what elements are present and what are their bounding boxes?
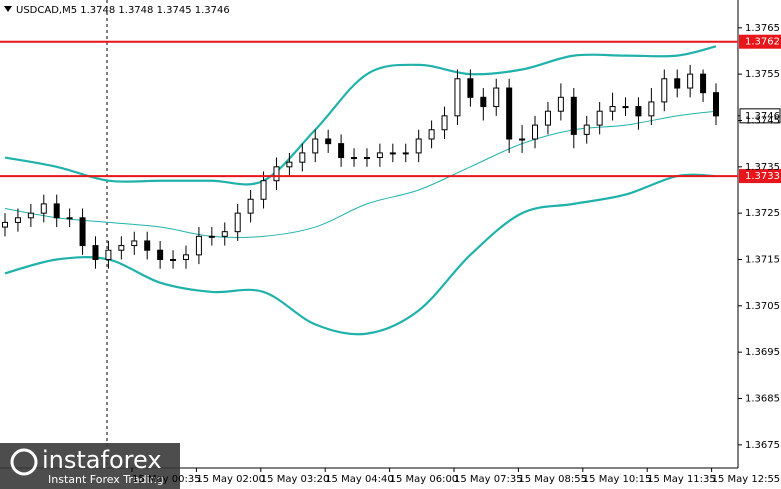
candle-body [325,138,332,145]
candle-body [596,110,603,126]
level-tag [739,169,781,184]
y-tick-label: 1.3755 [745,69,780,80]
watermark: instaforex Instant Forex Trading [0,443,180,489]
candle-body [674,78,681,89]
last-price-tag [739,108,781,124]
candle-body [622,106,629,109]
band-lower [4,173,717,336]
band-middle [4,110,717,238]
y-tick-label: 1.3715 [745,254,780,265]
x-tick-label: 15 May 10:15 [583,474,652,485]
candle-body [66,217,73,220]
candle-body [312,138,319,154]
candle-body [170,258,177,261]
x-tick-label: 15 May 08:55 [518,474,587,485]
watermark-tagline: Instant Forex Trading [48,473,164,486]
candle-body [273,166,280,182]
candle-body [428,129,435,140]
candle-body [351,157,358,160]
candle-body [713,92,719,117]
candle-body [14,217,21,223]
x-tick-label: 15 May 07:35 [454,474,523,485]
level-tag [739,34,781,49]
candle-body [506,87,513,140]
candle-body [532,124,539,140]
candle-body [648,101,655,117]
x-tick-label: 15 May 12:55 [712,474,781,485]
candle-body [247,198,254,214]
candle-body [157,249,164,260]
candle-body [454,78,461,117]
candle-body [363,157,370,160]
watermark-brand: instaforex [42,446,162,474]
watermark-logo [10,448,38,476]
candle-body [182,254,189,260]
candle-body [570,96,577,135]
candle-body [389,152,396,155]
candle-body [27,212,34,219]
candle-body [79,217,86,247]
candle-body [687,73,694,89]
menu-arrow [4,6,12,12]
candle-body [441,115,448,131]
candle-body [53,203,60,219]
y-tick-label: 1.3675 [745,440,780,451]
candle-body [92,245,99,260]
candle-body [402,152,409,155]
plot-area [2,45,719,336]
candle-body [299,152,306,163]
candle-body [286,161,293,168]
candle-body [661,78,668,103]
candle-body [415,138,422,154]
y-tick-label: 1.3695 [745,347,780,358]
band-upper [4,45,717,186]
candle-body [467,78,474,98]
x-tick-label: 15 May 06:00 [390,474,459,485]
candle-body [234,212,241,233]
last-price-label: 1.3746 [745,111,780,122]
y-tick-label: 1.3705 [745,301,780,312]
candle-body [376,152,383,159]
y-tick-label: 1.3725 [745,208,780,219]
candle-body [260,180,267,200]
candle-body [105,249,112,260]
candle-body [40,203,47,214]
level-label: 1.3762 [745,37,780,48]
candle-body [195,235,202,256]
candle-body [635,106,642,117]
candle-body [493,87,500,108]
overlay: 1.3762 1.3733 1.3746 [0,34,781,184]
candle-body [221,231,228,237]
candle-body [609,106,616,112]
candle-body [557,96,564,112]
candle-body [144,240,151,251]
chart-title: USDCAD,M5 1.3748 1.3748 1.3745 1.3746 [16,5,230,16]
candle-body [338,143,345,159]
x-tick-label: 15 May 02:00 [196,474,265,485]
candle-body [2,221,8,228]
candle-body [583,124,590,135]
y-tick-label: 1.3765 [745,23,780,34]
x-tick-label: 15 May 00:35 [132,474,201,485]
candle-body [519,138,526,141]
candle-body [480,96,487,108]
candle-body [700,73,707,94]
candle-body [131,240,138,247]
candle-body [208,235,215,238]
candle-body [544,110,551,126]
y-tick-label: 1.3745 [745,115,780,126]
x-tick-label: 15 May 11:35 [647,474,716,485]
level-label: 1.3733 [745,171,780,182]
x-tick-label: 15 May 04:40 [325,474,394,485]
candle-body [118,245,125,251]
y-tick-label: 1.3735 [745,162,780,173]
x-tick-label: 15 May 03:20 [261,474,330,485]
y-tick-label: 1.3685 [745,393,780,404]
